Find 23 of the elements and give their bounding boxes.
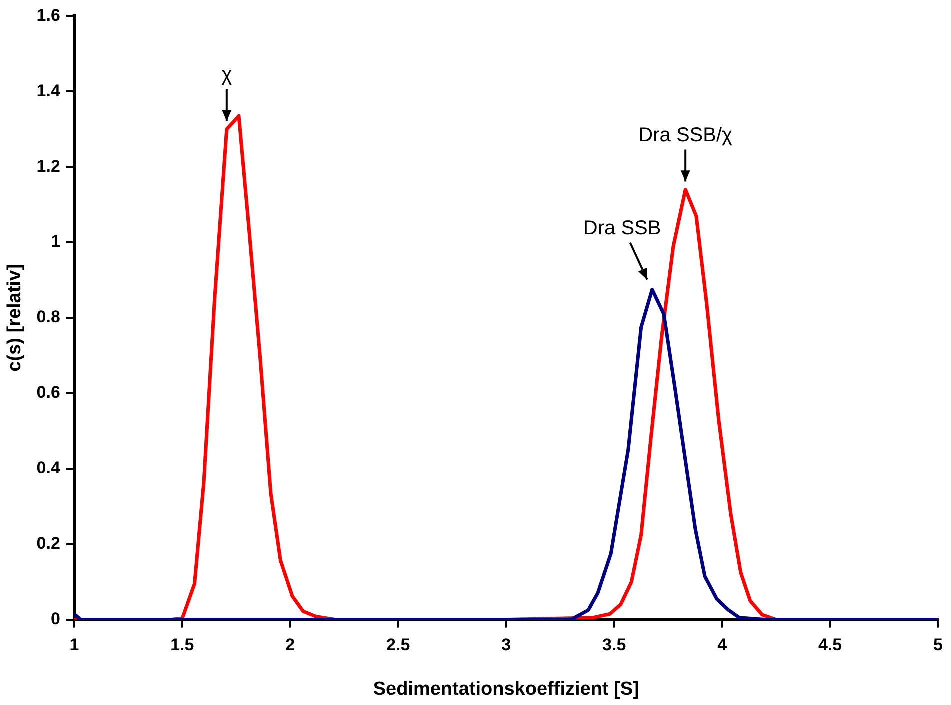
y-tick-label: 0 (50, 609, 60, 628)
y-tick-label: 1.6 (36, 6, 60, 25)
annotation: χ (222, 64, 233, 86)
x-tick-label: 3 (502, 636, 512, 655)
x-axis-title: Sedimentationskoeffizient [S] (373, 678, 640, 700)
x-tick-label: 4.5 (818, 636, 842, 655)
x-tick-label: 2 (286, 636, 296, 655)
y-tick-label: 0.6 (36, 383, 60, 402)
x-tick-label: 1.5 (170, 636, 194, 655)
annotation: Dra SSB/χ (638, 124, 734, 146)
x-tick-label: 3.5 (602, 636, 626, 655)
x-tick-label: 4 (718, 636, 728, 655)
y-tick-label: 0.2 (36, 534, 60, 554)
x-tick-label: 1 (70, 636, 80, 655)
x-tick-label: 2.5 (386, 636, 410, 655)
y-tick-label: 1 (50, 232, 60, 252)
y-tick-label: 0.4 (36, 458, 61, 478)
annotation: Dra SSB (583, 217, 662, 240)
y-axis-title: c(s) [relativ] (4, 264, 26, 372)
y-tick-label: 0.8 (36, 308, 60, 327)
y-tick-label: 1.4 (36, 81, 61, 100)
x-tick-label: 5 (934, 636, 944, 655)
y-tick-label: 1.2 (36, 156, 60, 176)
